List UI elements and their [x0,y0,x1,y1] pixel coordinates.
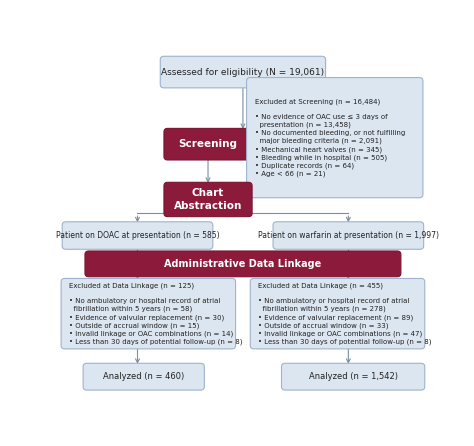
FancyBboxPatch shape [164,128,252,160]
FancyBboxPatch shape [83,363,204,390]
Text: Administrative Data Linkage: Administrative Data Linkage [164,259,321,269]
FancyBboxPatch shape [164,182,252,217]
Text: Analyzed (n = 460): Analyzed (n = 460) [103,372,184,381]
FancyBboxPatch shape [85,251,401,277]
Text: Excluded at Data Linkage (n = 125)

• No ambulatory or hospital record of atrial: Excluded at Data Linkage (n = 125) • No … [69,282,243,345]
Text: Patient on warfarin at presentation (n = 1,997): Patient on warfarin at presentation (n =… [258,231,439,240]
Text: Excluded at Screening (n = 16,484)

• No evidence of OAC use ≤ 3 days of
  prese: Excluded at Screening (n = 16,484) • No … [255,98,405,177]
Text: Analyzed (n = 1,542): Analyzed (n = 1,542) [309,372,398,381]
Text: Assessed for eligibility (N = 19,061): Assessed for eligibility (N = 19,061) [161,67,325,77]
FancyBboxPatch shape [282,363,425,390]
Text: Patient on DOAC at presentation (n = 585): Patient on DOAC at presentation (n = 585… [55,231,219,240]
FancyBboxPatch shape [62,222,213,249]
FancyBboxPatch shape [61,278,236,349]
Text: Excluded at Data Linkage (n = 455)

• No ambulatory or hospital record of atrial: Excluded at Data Linkage (n = 455) • No … [258,282,432,345]
FancyBboxPatch shape [250,278,425,349]
FancyBboxPatch shape [273,222,424,249]
FancyBboxPatch shape [160,56,326,88]
FancyBboxPatch shape [246,78,423,198]
Text: Chart
Abstraction: Chart Abstraction [174,188,242,211]
Text: Screening: Screening [179,139,237,149]
